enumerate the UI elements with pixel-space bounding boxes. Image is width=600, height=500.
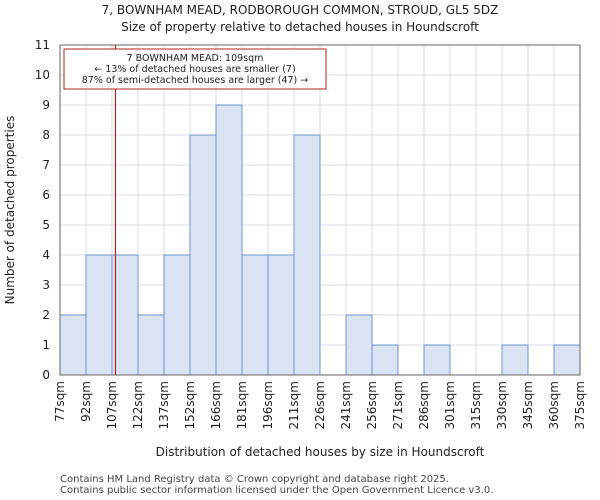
x-tick-label: 345sqm <box>521 381 535 429</box>
annotation-line: 87% of semi-detached houses are larger (… <box>82 75 309 86</box>
x-tick-label: 256sqm <box>365 381 379 429</box>
x-tick-label: 375sqm <box>573 381 587 429</box>
histogram-bar <box>501 344 529 376</box>
x-tick-label: 315sqm <box>469 381 483 429</box>
x-tick-label: 271sqm <box>391 381 405 429</box>
chart-title: 7, BOWNHAM MEAD, RODBOROUGH COMMON, STRO… <box>101 3 499 17</box>
x-tick-label: 107sqm <box>105 381 119 429</box>
y-tick-label: 1 <box>42 338 50 352</box>
footer-licence: Contains public sector information licen… <box>60 485 494 496</box>
histogram-bar <box>111 254 139 376</box>
x-tick-label: 152sqm <box>183 381 197 429</box>
plot-frame <box>59 44 581 376</box>
histogram-bar <box>85 254 113 376</box>
chart-subtitle: Size of property relative to detached ho… <box>121 20 479 34</box>
histogram-bar <box>553 344 581 376</box>
y-axis-label: Number of detached properties <box>3 116 17 305</box>
x-tick-label: 330sqm <box>495 381 509 429</box>
annotation-box <box>63 48 327 90</box>
histogram-bar <box>215 104 243 376</box>
x-tick-label: 181sqm <box>235 381 249 429</box>
y-tick-label: 6 <box>42 188 50 202</box>
x-tick-label: 241sqm <box>339 381 353 429</box>
x-axis-label: Distribution of detached houses by size … <box>156 445 485 459</box>
x-tick-label: 226sqm <box>313 381 327 429</box>
histogram-bar <box>241 254 269 376</box>
y-tick-label: 10 <box>35 68 50 82</box>
histogram-bar <box>345 314 373 376</box>
x-tick-label: 137sqm <box>157 381 171 429</box>
histogram-bar <box>423 344 451 376</box>
x-tick-label: 360sqm <box>547 381 561 429</box>
x-tick-label: 211sqm <box>287 381 301 429</box>
y-tick-label: 7 <box>42 158 50 172</box>
footer-copyright: Contains HM Land Registry data © Crown c… <box>60 474 449 485</box>
histogram-bar <box>293 134 321 376</box>
x-tick-label: 301sqm <box>443 381 457 429</box>
y-tick-label: 0 <box>42 368 50 382</box>
x-tick-label: 122sqm <box>131 381 145 429</box>
annotation-line: ← 13% of detached houses are smaller (7) <box>94 64 295 75</box>
histogram-bar <box>59 314 87 376</box>
y-tick-label: 9 <box>42 98 50 112</box>
y-tick-label: 11 <box>35 38 50 52</box>
histogram-bar <box>371 344 399 376</box>
y-tick-label: 2 <box>42 308 50 322</box>
y-tick-label: 5 <box>42 218 50 232</box>
x-tick-label: 286sqm <box>417 381 431 429</box>
annotation-line: 7 BOWNHAM MEAD: 109sqm <box>127 53 264 64</box>
x-tick-label: 92sqm <box>79 381 93 422</box>
histogram-bar <box>189 134 217 376</box>
y-tick-label: 4 <box>42 248 50 262</box>
x-tick-label: 77sqm <box>53 381 67 422</box>
y-tick-label: 8 <box>42 128 50 142</box>
histogram-chart: 0 1 2 3 4 5 6 7 8 9 10 11 77sqm 92sqm 107sqm 122sqm 137s… <box>3 38 587 459</box>
x-tick-label: 196sqm <box>261 381 275 429</box>
histogram-bar <box>137 314 165 376</box>
histogram-bar <box>267 254 295 376</box>
x-tick-label: 166sqm <box>209 381 223 429</box>
y-tick-label: 3 <box>42 278 50 292</box>
histogram-bar <box>163 254 191 376</box>
